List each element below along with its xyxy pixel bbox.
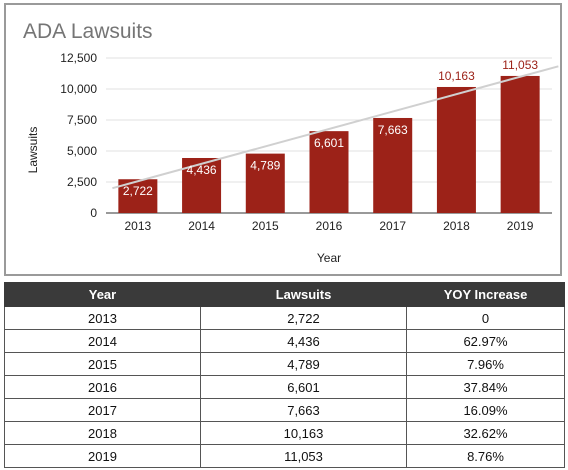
- cell-year: 2018: [4, 421, 201, 445]
- cell-lawsuits: 2,722: [200, 306, 407, 330]
- lawsuits-table: Year Lawsuits YOY Increase 2013 2,722 0 …: [4, 282, 565, 468]
- data-label: 10,163: [438, 69, 475, 83]
- cell-lawsuits: 4,789: [200, 352, 407, 376]
- data-label: 7,663: [378, 123, 408, 137]
- bar-chart: 0 2,500 5,000 7,500 10,000 12,500 2,722 4,436 4,…: [26, 51, 559, 265]
- cell-year: 2019: [4, 444, 201, 468]
- y-tick-label: 5,000: [67, 144, 97, 158]
- cell-yoy: 7.96%: [406, 352, 565, 376]
- cell-yoy: 62.97%: [406, 329, 565, 353]
- data-label: 11,053: [502, 58, 538, 72]
- bar: [309, 131, 349, 213]
- x-tick-label: 2018: [443, 219, 470, 233]
- x-tick-label: 2016: [316, 219, 343, 233]
- y-tick-label: 0: [90, 206, 97, 220]
- x-tick-label: 2013: [125, 219, 152, 233]
- cell-year: 2015: [4, 352, 201, 376]
- cell-yoy: 16.09%: [406, 398, 565, 422]
- x-tick-label: 2015: [252, 219, 279, 233]
- table-row: 2016 6,601 37.84%: [4, 375, 565, 399]
- trendline: [112, 65, 559, 190]
- x-tick-label: 2017: [379, 219, 406, 233]
- table-row: 2017 7,663 16.09%: [4, 398, 565, 422]
- chart-panel: 0 2,500 5,000 7,500 10,000 12,500 2,722 4,436 4,…: [4, 3, 562, 276]
- cell-yoy: 8.76%: [406, 444, 565, 468]
- bar: [500, 75, 540, 213]
- x-tick-label: 2014: [188, 219, 215, 233]
- y-axis-title: Lawsuits: [26, 127, 40, 174]
- y-tick-label: 2,500: [67, 175, 97, 189]
- cell-lawsuits: 4,436: [200, 329, 407, 353]
- cell-lawsuits: 6,601: [200, 375, 407, 399]
- data-label: 4,436: [187, 163, 217, 177]
- column-header-year: Year: [4, 282, 201, 307]
- cell-lawsuits: 11,053: [200, 444, 407, 468]
- cell-year: 2013: [4, 306, 201, 330]
- table-row: 2019 11,053 8.76%: [4, 444, 565, 468]
- bar: [436, 86, 476, 213]
- bar: [245, 153, 285, 213]
- data-label: 2,722: [123, 184, 153, 198]
- column-header-yoy-increase: YOY Increase: [406, 282, 565, 307]
- data-label: 4,789: [250, 159, 280, 173]
- cell-year: 2017: [4, 398, 201, 422]
- table-row: 2014 4,436 62.97%: [4, 329, 565, 353]
- y-tick-label: 10,000: [60, 82, 97, 96]
- data-label: 6,601: [314, 136, 344, 150]
- bar: [373, 117, 413, 213]
- x-axis-title: Year: [317, 251, 341, 265]
- cell-yoy: 32.62%: [406, 421, 565, 445]
- cell-year: 2014: [4, 329, 201, 353]
- column-header-lawsuits: Lawsuits: [200, 282, 407, 307]
- cell-yoy: 37.84%: [406, 375, 565, 399]
- table-header-row: Year Lawsuits YOY Increase: [4, 282, 565, 307]
- x-tick-label: 2019: [507, 219, 534, 233]
- table-row: 2015 4,789 7.96%: [4, 352, 565, 376]
- table-row: 2013 2,722 0: [4, 306, 565, 330]
- cell-yoy: 0: [406, 306, 565, 330]
- chart-title: ADA Lawsuits: [23, 20, 153, 43]
- cell-lawsuits: 10,163: [200, 421, 407, 445]
- cell-lawsuits: 7,663: [200, 398, 407, 422]
- y-tick-label: 12,500: [60, 51, 97, 65]
- y-tick-label: 7,500: [67, 113, 97, 127]
- table-row: 2018 10,163 32.62%: [4, 421, 565, 445]
- cell-year: 2016: [4, 375, 201, 399]
